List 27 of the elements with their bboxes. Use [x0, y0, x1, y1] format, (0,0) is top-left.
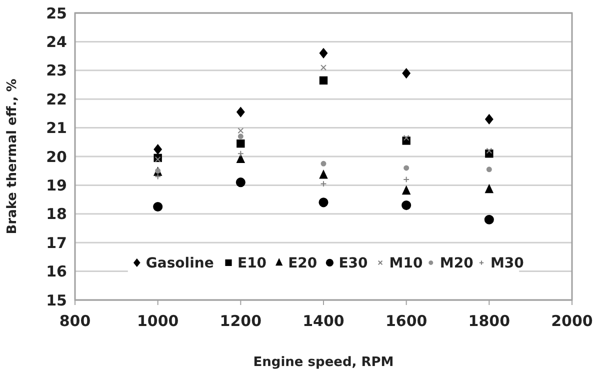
- y-axis-title: Brake thermal eff., %: [5, 78, 20, 234]
- legend-label: E30: [338, 256, 368, 272]
- y-tick-label: 23: [46, 62, 67, 80]
- x-tick-label: 2000: [551, 312, 593, 330]
- legend-label: M30: [490, 256, 524, 272]
- y-tick-label: 20: [46, 148, 67, 166]
- x-tick-label: 800: [59, 312, 91, 330]
- y-tick-label: 18: [46, 205, 67, 224]
- y-tick-label: 17: [46, 234, 67, 252]
- y-tick-label: 19: [46, 176, 67, 194]
- y-tick-label: 24: [46, 32, 67, 51]
- y-tick-label: 25: [46, 4, 67, 22]
- legend-label: Gasoline: [146, 256, 214, 272]
- legend-label: M20: [440, 256, 474, 272]
- x-tick-label: 1000: [136, 312, 179, 330]
- x-tick-label: 1800: [468, 312, 510, 330]
- y-tick-label: 16: [46, 262, 67, 281]
- x-tick-label: 1600: [385, 312, 428, 330]
- legend-label: E10: [238, 256, 267, 272]
- y-tick-label: 15: [46, 291, 67, 310]
- y-tick-label: 21: [46, 119, 67, 138]
- x-axis-title: Engine speed, RPM: [253, 355, 394, 370]
- legend-label: E20: [288, 256, 318, 272]
- x-tick-label: 1200: [220, 312, 262, 330]
- x-tick-label: 1400: [302, 312, 344, 330]
- y-tick-label: 22: [46, 90, 67, 108]
- legend-label: M10: [389, 256, 423, 272]
